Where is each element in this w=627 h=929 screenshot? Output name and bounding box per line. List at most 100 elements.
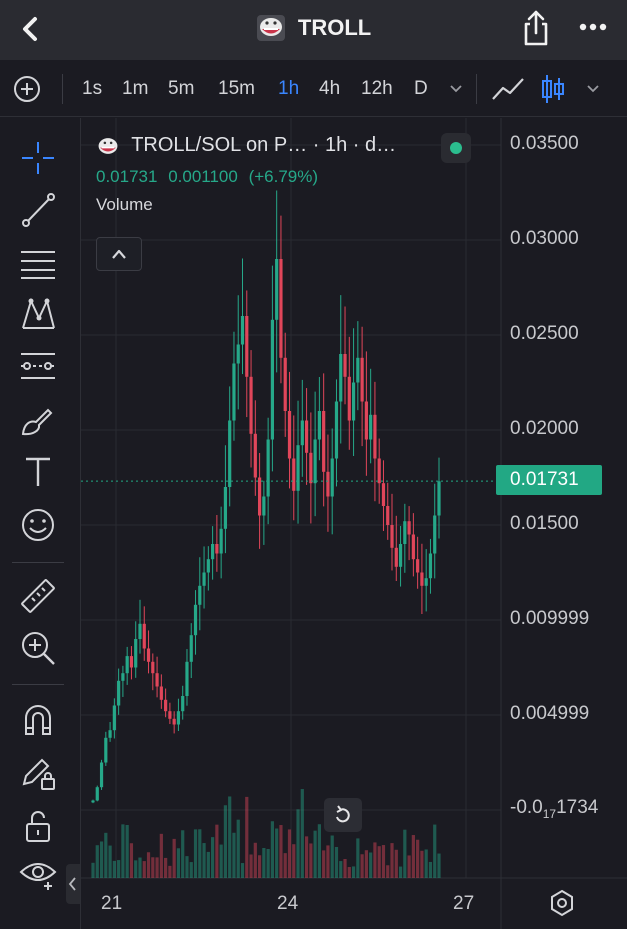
reset-chart-button[interactable] [324, 798, 362, 832]
volume-bar [240, 863, 245, 878]
candle-body [270, 319, 275, 440]
volume-bar [104, 832, 108, 878]
volume-bar [381, 845, 386, 878]
interval-15m[interactable]: 15m [218, 78, 255, 99]
pattern-tool[interactable] [18, 294, 58, 334]
volume-bar [202, 843, 206, 878]
candle-body [125, 656, 129, 674]
candle-body [394, 547, 398, 567]
interval-bar: 1s 1m 5m 15m 1h 4h 12h D [0, 60, 627, 117]
symbol-row[interactable]: TROLL/SOL on P… · 1h · d… [96, 134, 456, 157]
chart-area[interactable] [80, 118, 627, 929]
candle-body [138, 623, 142, 639]
candle-body [351, 382, 356, 421]
interval-dropdown-button[interactable] [449, 82, 463, 96]
price-axis-label-bottom: -0.0171734 [510, 797, 598, 821]
text-tool[interactable] [18, 452, 58, 492]
volume-bar [343, 858, 347, 878]
legend-collapse-button[interactable] [96, 237, 142, 271]
fib-lines-tool[interactable] [18, 242, 58, 282]
candle-body [373, 414, 377, 459]
unlock-tool[interactable] [18, 806, 58, 846]
interval-12h[interactable]: 12h [361, 78, 393, 99]
candle-body [151, 661, 155, 674]
candle-body [249, 376, 253, 434]
interval-1s[interactable]: 1s [82, 78, 103, 99]
add-interval-button[interactable] [12, 74, 42, 104]
zoom-in-tool[interactable] [18, 628, 58, 668]
candle-body [326, 471, 330, 497]
candle-body [377, 458, 381, 484]
divider [12, 562, 64, 563]
candle-body [245, 316, 249, 377]
interval-1h[interactable]: 1h [278, 78, 300, 99]
volume-bar [176, 848, 181, 878]
brush-tool[interactable] [18, 400, 58, 440]
candle-body [121, 673, 125, 681]
candle-body [407, 521, 411, 535]
volume-bar [138, 857, 142, 878]
zoom-in-icon [22, 632, 55, 665]
candle-body [398, 544, 403, 567]
top-bar: TROLL [0, 0, 627, 60]
magnet-tool[interactable] [18, 700, 58, 740]
interval-4h[interactable]: 4h [319, 78, 341, 99]
page-title-wrap: TROLL [0, 14, 627, 42]
price-axis-label: 0.02000 [510, 418, 579, 439]
more-button[interactable] [574, 14, 614, 40]
volume-bar [108, 845, 112, 878]
candle-body [287, 411, 292, 459]
price-change-row: 0.01731 0.001100 (+6.79%) [96, 167, 456, 187]
crosshair-tool[interactable] [18, 138, 58, 178]
chart-type-dropdown-button[interactable] [586, 82, 600, 96]
price-chart[interactable] [81, 118, 627, 929]
volume-bar [360, 854, 364, 878]
volume-bar [411, 835, 415, 878]
volume-bar [189, 862, 193, 878]
volume-bar [223, 805, 228, 878]
ruler-tool[interactable] [18, 576, 58, 616]
volume-bar [347, 867, 351, 878]
chart-settings-button[interactable] [548, 888, 576, 918]
share-button[interactable] [518, 8, 554, 48]
market-status-button[interactable] [441, 133, 471, 163]
candle-body [416, 559, 420, 573]
candle-body [189, 635, 193, 662]
volume-bar [228, 796, 232, 878]
candle-body [99, 762, 104, 788]
interval-d[interactable]: D [414, 78, 428, 99]
interval-5m[interactable]: 5m [168, 78, 195, 99]
price-axis-bottom-sub: 17 [542, 806, 557, 821]
candle-body [364, 401, 368, 440]
volume-bar [420, 850, 424, 878]
trend-line-tool[interactable] [18, 190, 58, 230]
candlestick-chart-button[interactable] [540, 72, 566, 106]
candle-body [206, 559, 210, 573]
emoji-tool[interactable] [18, 505, 58, 545]
volume-bar [292, 844, 296, 878]
volume-bar [296, 809, 300, 878]
toolbar-collapse-button[interactable] [66, 864, 80, 904]
projection-tool[interactable] [18, 346, 58, 386]
volume-bar [322, 850, 326, 878]
candle-body [428, 553, 433, 579]
candle-body [262, 496, 266, 516]
volume-bar [279, 825, 283, 878]
interval-1m[interactable]: 1m [122, 78, 149, 99]
current-price-label: 0.01731 [496, 465, 602, 495]
volume-bar [369, 852, 373, 878]
volume-bar [91, 862, 95, 878]
lock-drawing-tool[interactable] [18, 752, 58, 792]
visibility-tool[interactable] [18, 854, 58, 894]
back-button[interactable] [14, 12, 48, 46]
volume-bar [245, 796, 249, 878]
candle-body [172, 718, 176, 725]
volume-bar [275, 828, 279, 878]
volume-bar [356, 838, 360, 878]
volume-bar [125, 824, 129, 878]
candle-body [215, 544, 219, 554]
volume-bar [211, 837, 215, 878]
line-chart-button[interactable] [490, 74, 526, 104]
drawing-toolbar [0, 118, 80, 929]
volume-bar [257, 855, 262, 878]
